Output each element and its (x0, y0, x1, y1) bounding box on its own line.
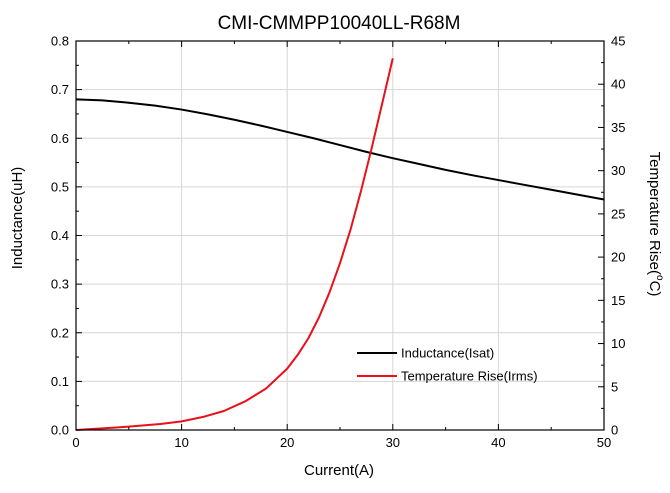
y-tick-label-8: 0.8 (51, 34, 69, 49)
y-tick-label-1: 0.1 (51, 374, 69, 389)
y-tick-label-2: 0.2 (51, 325, 69, 340)
y-tick-label-5: 0.5 (51, 179, 69, 194)
x-tick-label-2: 20 (280, 435, 294, 450)
x-tick-label-3: 30 (386, 435, 400, 450)
x-axis-title: Current(A) (304, 462, 374, 479)
series-line-1 (75, 58, 394, 431)
y-tick-label-0: 0.0 (51, 423, 69, 438)
axes: 0 10 20 30 40 50 0.0 0.1 0.2 0.3 0.4 0.5 0.6 0.7 0.8 0 5… (51, 34, 626, 451)
x-tick-label-0: 0 (72, 435, 79, 450)
y2-axis-title-prefix: Temperature Rise( (646, 152, 663, 275)
y2-axis-title-suffix: C) (646, 281, 663, 297)
y2-tick-label-2: 10 (611, 336, 625, 351)
y-tick-label-4: 0.4 (51, 228, 69, 243)
x-tick-label-5: 50 (597, 435, 611, 450)
y2-tick-label-7: 35 (611, 120, 625, 135)
y2-tick-label-6: 30 (611, 163, 625, 178)
chart-title: CMI-CMMPP10040LL-R68M (218, 13, 461, 34)
y2-tick-label-9: 45 (611, 34, 625, 49)
y-tick-label-3: 0.3 (51, 277, 69, 292)
y2-tick-label-4: 20 (611, 250, 625, 265)
y2-tick-label-0: 0 (611, 423, 618, 438)
y2-tick-label-8: 40 (611, 77, 625, 92)
x-tick-label-1: 10 (174, 435, 188, 450)
series-layer (75, 58, 605, 431)
y-tick-label-6: 0.6 (51, 131, 69, 146)
y2-tick-label-5: 25 (611, 206, 625, 221)
y-axis-title: Inductance(uH) (9, 167, 26, 270)
legend-label-1: Temperature Rise(Irms) (401, 369, 538, 384)
legend-label-0: Inductance(Isat) (401, 346, 494, 361)
y-tick-label-7: 0.7 (51, 82, 69, 97)
x-tick-label-4: 40 (491, 435, 505, 450)
grid (76, 41, 604, 430)
y2-tick-label-1: 5 (611, 379, 618, 394)
y2-axis-title: Temperature Rise(oC) (646, 152, 665, 297)
legend: Inductance(Isat) Temperature Rise(Irms) (357, 346, 538, 384)
y2-tick-label-3: 15 (611, 293, 625, 308)
y2-axis-title-sup: o (654, 275, 665, 281)
series-line-0 (75, 98, 605, 201)
